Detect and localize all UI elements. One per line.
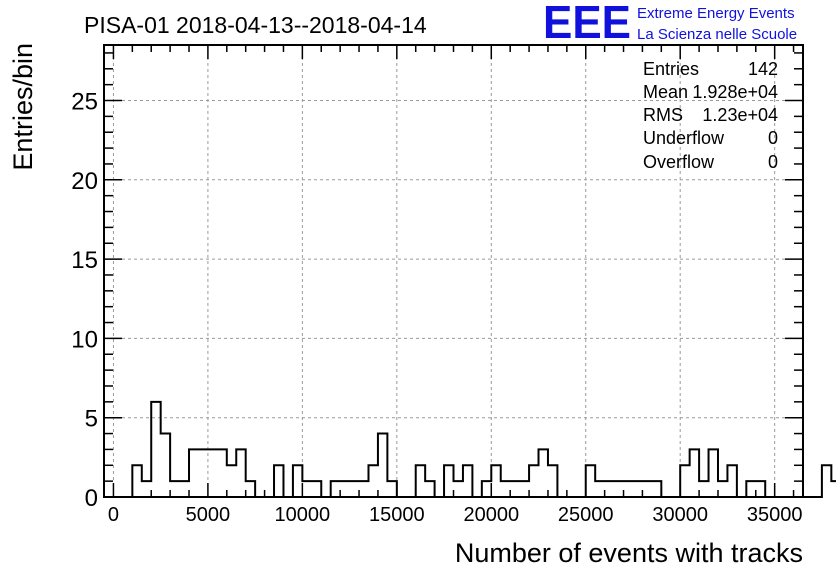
y-axis-label: Entries/bin	[8, 43, 38, 171]
stats-value: 0	[768, 152, 778, 172]
x-tick-label: 30000	[652, 504, 708, 526]
x-tick-label: 35000	[747, 504, 803, 526]
stats-label: RMS	[643, 105, 683, 125]
eee-logo-line1: Extreme Energy Events	[637, 5, 795, 22]
stats-value: 142	[748, 59, 778, 79]
chart-title: PISA-01 2018-04-13--2018-04-14	[84, 12, 427, 38]
x-tick-label: 0	[108, 504, 119, 526]
stats-label: Mean	[643, 82, 688, 102]
y-tick-label: 20	[71, 168, 98, 195]
y-tick-label: 0	[85, 485, 98, 512]
y-tick-label: 15	[71, 247, 98, 274]
x-tick-label: 5000	[186, 504, 231, 526]
axis-ticks	[104, 45, 803, 498]
histogram-series	[122, 400, 836, 498]
stats-value: 1.928e+04	[692, 82, 778, 102]
stats-box: Entries 142 Mean 1.928e+04 RMS 1.23e+04 Underf…	[643, 59, 778, 172]
eee-logo: EEE Extreme Energy Events La Scienza nel…	[543, 0, 797, 48]
stats-label: Underflow	[643, 128, 725, 148]
y-tick-label: 10	[71, 326, 98, 353]
y-tick-labels: 0 5 10 15 20 25	[71, 89, 98, 512]
x-axis-label: Number of events with tracks	[455, 538, 803, 568]
x-tick-label: 20000	[463, 504, 519, 526]
x-tick-labels: 0 5000 10000 15000 20000 25000 30000 35000	[108, 504, 803, 526]
y-tick-label: 25	[71, 89, 98, 116]
stats-label: Overflow	[643, 152, 715, 172]
stats-label: Entries	[643, 59, 699, 79]
eee-logo-line2: La Scienza nelle Scuole	[637, 26, 797, 43]
eee-logo-mark: EEE	[543, 0, 631, 48]
x-tick-label: 15000	[369, 504, 425, 526]
x-tick-label: 25000	[558, 504, 614, 526]
y-tick-label: 5	[85, 406, 98, 433]
x-tick-label: 10000	[275, 504, 331, 526]
stats-value: 1.23e+04	[702, 105, 778, 125]
stats-value: 0	[768, 128, 778, 148]
